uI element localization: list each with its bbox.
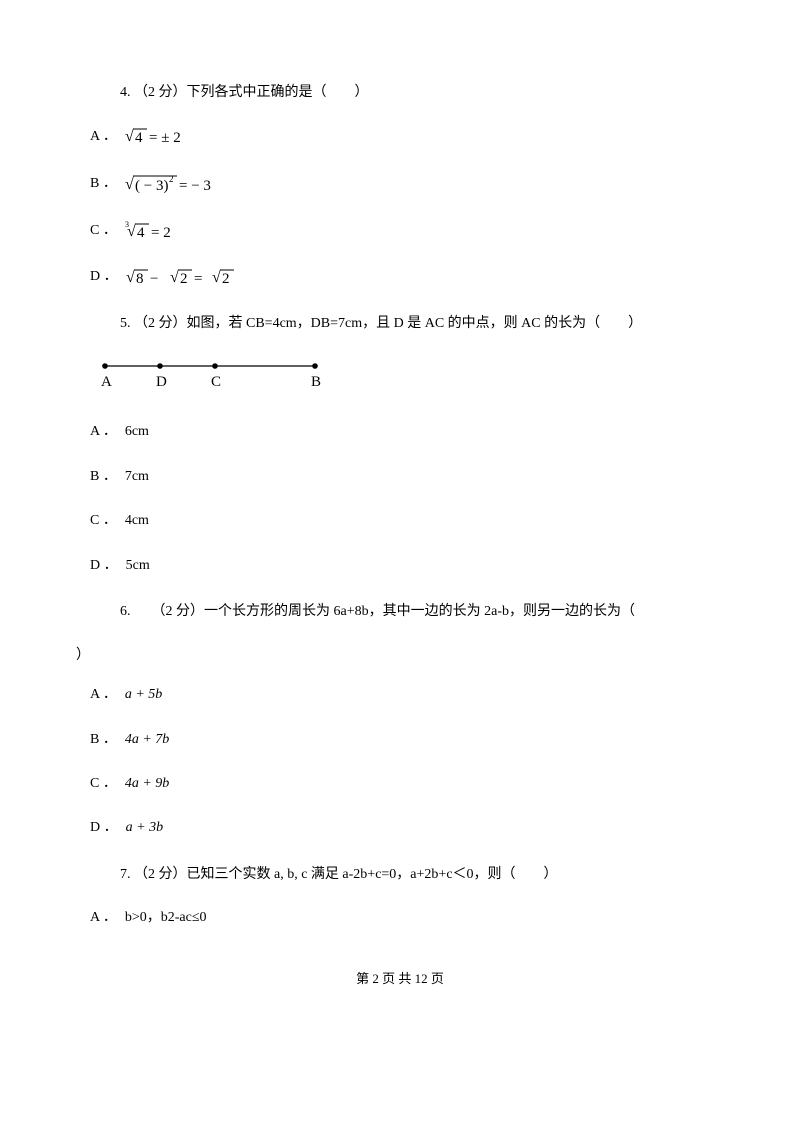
svg-text:2: 2 [169,174,174,184]
line-segment-diagram: A D C B [90,356,330,396]
svg-text:8: 8 [136,271,144,287]
point-c: C [211,374,221,390]
q4-stem: 4. （2 分）下列各式中正确的是（ ） [120,80,710,105]
svg-text:√: √ [125,128,134,145]
q6-option-d: D ． a + 3b [90,817,710,839]
q4-c-label: C ． [90,220,117,242]
q5-a-text: 6cm [125,421,149,443]
q5-c-text: 4cm [125,510,149,532]
math-sqrt4-eq-pm2: √ 4 = ± 2 [125,125,205,149]
q7-a-label: A ． [90,907,117,929]
q4-prefix: 4. （2 分） [120,85,187,100]
q5-option-d: D ． 5cm [90,555,710,577]
q4-a-label: A ． [90,126,117,148]
q5-a-label: A ． [90,421,117,443]
q6-b-expr: 4a + 7b [125,729,169,751]
q6-d-expr: a + 3b [126,817,163,839]
svg-text:√: √ [170,269,179,286]
q4-option-b: B ． √ ( − 3) 2 = − 3 [90,171,710,197]
q7-option-a: A ． b>0，b2-ac≤0 [90,907,710,929]
q5-d-label: D ． [90,555,118,577]
math-sqrt-neg3sq-eq-neg3: √ ( − 3) 2 = − 3 [125,171,245,197]
page: 4. （2 分）下列各式中正确的是（ ） A ． √ 4 = ± 2 B ． √… [0,0,800,1012]
math-cbrt4-eq-2: 3 √ 4 = 2 [125,219,195,243]
svg-text:4: 4 [137,225,145,241]
point-d: D [156,374,167,390]
point-b: B [311,374,321,390]
svg-text:−: − [150,271,158,287]
q4-option-a: A ． √ 4 = ± 2 [90,125,710,149]
q5-option-a: A ． 6cm [90,421,710,443]
q6-stem: 6. （2 分）一个长方形的周长为 6a+8b，其中一边的长为 2a-b，则另一… [120,599,710,624]
q5-option-c: C ． 4cm [90,510,710,532]
q5-stem: 5. （2 分）如图，若 CB=4cm，DB=7cm，且 D 是 AC 的中点，… [120,311,710,336]
svg-text:√: √ [125,176,134,193]
q5-prefix: 5. （2 分） [120,316,187,331]
q6-a-expr: a + 5b [125,684,162,706]
q6-stem-tail: ） [90,644,710,664]
q6-c-label: C ． [90,773,117,795]
svg-text:= ± 2: = ± 2 [149,130,181,146]
svg-text:= − 3: = − 3 [179,178,211,194]
q6-d-label: D ． [90,817,118,839]
svg-text:√: √ [126,269,135,286]
q6-option-c: C ． 4a + 9b [90,773,710,795]
math-sqrt8-minus-sqrt2-eq-sqrt2: √ 8 − √ 2 = √ 2 [126,265,256,289]
q4-text: 下列各式中正确的是（ ） [187,85,369,100]
svg-text:4: 4 [135,130,143,146]
q4-option-c: C ． 3 √ 4 = 2 [90,219,710,243]
svg-text:= 2: = 2 [151,225,171,241]
q7-prefix: 7. （2 分） [120,867,187,882]
q5-diagram: A D C B [90,356,710,401]
point-a: A [101,374,112,390]
q4-d-label: D ． [90,266,118,288]
q4-option-d: D ． √ 8 − √ 2 = √ 2 [90,265,710,289]
svg-text:2: 2 [180,271,188,287]
q7-stem: 7. （2 分）已知三个实数 a, b, c 满足 a-2b+c=0，a+2b+… [120,862,710,887]
q5-text: 如图，若 CB=4cm，DB=7cm，且 D 是 AC 的中点，则 AC 的长为… [187,316,643,331]
svg-text:√: √ [212,269,221,286]
q7-text: 已知三个实数 a, b, c 满足 a-2b+c=0，a+2b+c＜0，则（ ） [187,867,558,882]
q6-a-label: A ． [90,684,117,706]
q6-option-a: A ． a + 5b [90,684,710,706]
q5-c-label: C ． [90,510,117,532]
svg-text:√: √ [127,223,136,240]
q7-a-text: b>0，b2-ac≤0 [125,907,207,929]
q6-b-label: B ． [90,729,117,751]
svg-text:( − 3): ( − 3) [135,178,168,194]
page-footer: 第 2 页 共 12 页 [0,968,800,987]
q5-b-label: B ． [90,466,117,488]
svg-text:=: = [194,271,202,287]
q5-option-b: B ． 7cm [90,466,710,488]
svg-text:2: 2 [222,271,230,287]
q6-text: 一个长方形的周长为 6a+8b，其中一边的长为 2a-b，则另一边的长为（ [204,604,649,619]
q6-prefix: 6. （2 分） [120,604,204,619]
q6-c-expr: 4a + 9b [125,773,169,795]
q4-b-label: B ． [90,173,117,195]
q5-b-text: 7cm [125,466,149,488]
q6-option-b: B ． 4a + 7b [90,729,710,751]
q5-d-text: 5cm [126,555,150,577]
